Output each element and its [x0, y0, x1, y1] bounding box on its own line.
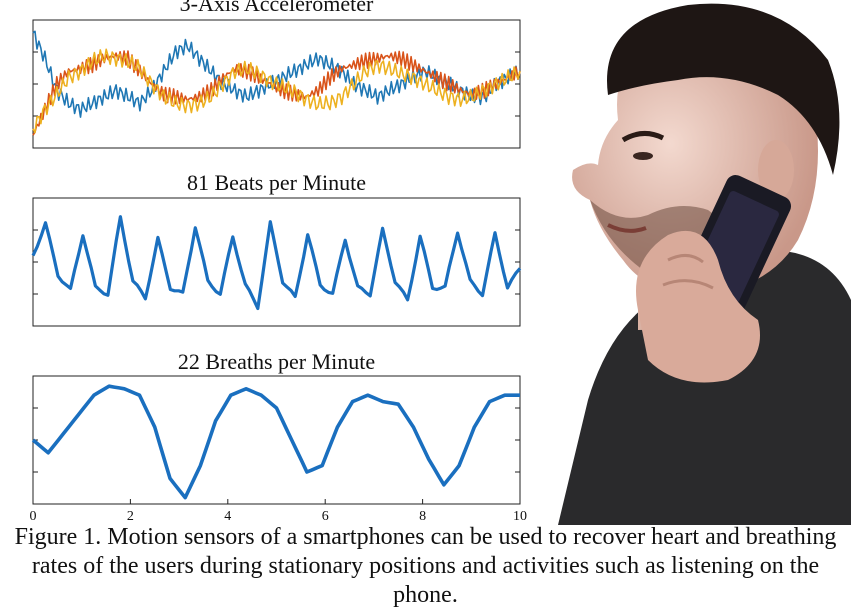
- sweater-shape: [558, 250, 851, 525]
- x-tick-label: 0: [30, 509, 37, 524]
- series-line: [31, 215, 522, 311]
- man-on-phone-photo: [558, 3, 851, 525]
- hand-shape: [636, 230, 760, 383]
- figure-caption: Figure 1. Motion sensors of a smartphone…: [14, 524, 837, 608]
- x-tick-label: 10: [513, 509, 527, 524]
- heartbeat-title: 81 Beats per Minute: [186, 170, 367, 195]
- x-tick-label: 8: [419, 509, 426, 524]
- hair-shape: [607, 3, 840, 175]
- plot-frame: [32, 375, 521, 505]
- series-line: [31, 384, 520, 500]
- breathing-title: 22 Breaths per Minute: [177, 349, 376, 374]
- accelerometer-title: 3-Axis Accelerometer: [179, 0, 374, 16]
- x-tick-label: 6: [322, 509, 329, 524]
- x-tick-label: 4: [224, 509, 231, 524]
- series-line: [32, 48, 521, 134]
- x-tick-label: 2: [127, 509, 134, 524]
